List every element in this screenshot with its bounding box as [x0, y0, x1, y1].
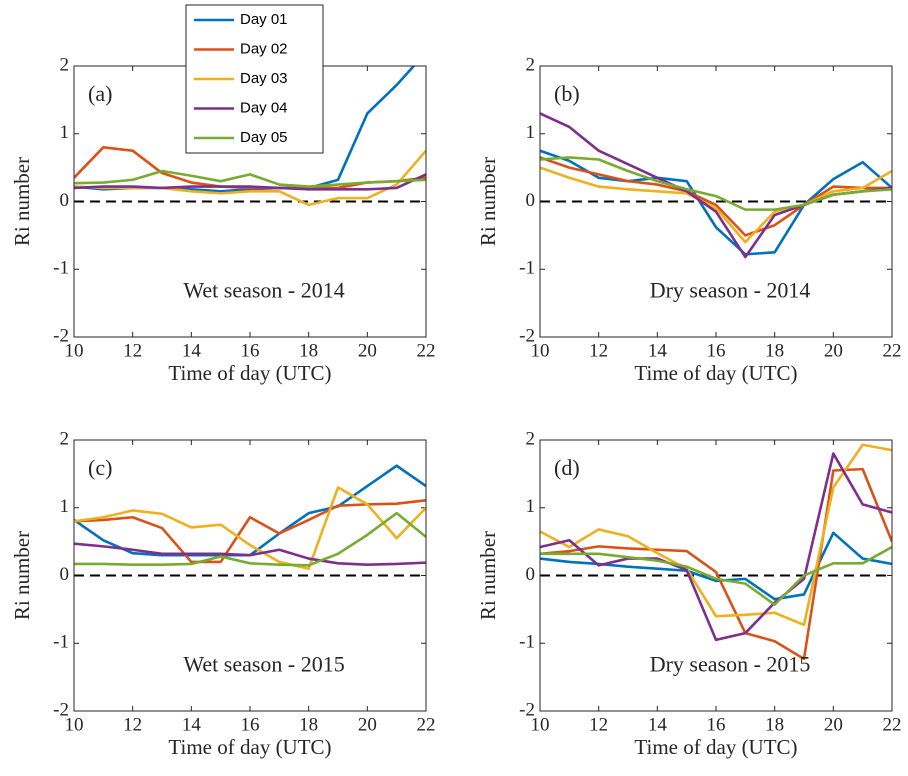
series-line: [540, 156, 892, 237]
x-tick-label: 20: [358, 714, 377, 735]
x-tick-label: 22: [417, 340, 436, 361]
series-line: [540, 443, 892, 627]
annotation: Wet season - 2015: [183, 651, 344, 676]
series-line: [74, 486, 426, 571]
axes-box: [73, 439, 427, 712]
x-tick-label: 14: [648, 340, 668, 361]
y-tick-label: 0: [526, 190, 536, 211]
panel-label: (d): [554, 455, 580, 480]
x-tick-label: 22: [883, 340, 902, 361]
x-tick-label: 10: [531, 714, 550, 735]
y-tick-label: -1: [519, 632, 535, 653]
series-line: [540, 156, 892, 211]
series-line: [540, 166, 892, 244]
panel-label: (b): [554, 81, 580, 106]
x-tick-label: 14: [182, 340, 202, 361]
legend: Day 01 Day 02 Day 03 Day 04 Day 05: [185, 4, 324, 154]
x-tick-label: 12: [589, 340, 608, 361]
series-line: [74, 149, 426, 207]
y-axis-label: Ri number: [10, 531, 34, 620]
lines: [74, 66, 426, 207]
x-tick-label: 18: [765, 714, 784, 735]
x-tick-label: 14: [182, 714, 202, 735]
x-axis-label: Time of day (UTC): [168, 735, 331, 759]
series-line: [540, 452, 892, 642]
y-axis-label: Ri number: [476, 157, 500, 246]
axes-box: [539, 439, 893, 712]
lines: [540, 443, 892, 661]
y-tick-label: 1: [526, 496, 536, 517]
x-tick-label: 14: [648, 714, 668, 735]
series-line: [74, 542, 426, 566]
panel-label: (a): [88, 81, 112, 106]
series-line: [540, 149, 892, 256]
y-tick-label: 1: [60, 496, 70, 517]
series-line: [74, 169, 426, 188]
y-tick-label: 2: [526, 428, 536, 449]
y-tick-label: 0: [526, 564, 536, 585]
legend-label: Day 03: [240, 70, 288, 87]
legend-label: Day 05: [240, 129, 288, 146]
axes-box: [539, 65, 893, 338]
x-tick-label: 10: [65, 340, 84, 361]
x-tick-label: 16: [707, 714, 726, 735]
legend-label: Day 01: [240, 11, 288, 28]
x-tick-label: 10: [65, 714, 84, 735]
panel-label: (c): [88, 455, 112, 480]
y-tick-label: -1: [53, 258, 69, 279]
y-tick-label: -2: [519, 699, 535, 720]
series-line: [540, 467, 892, 661]
legend-label: Day 04: [240, 99, 288, 116]
series-line: [540, 545, 892, 606]
x-tick-label: 20: [358, 340, 377, 361]
annotation: Wet season - 2014: [183, 277, 344, 302]
legend-label: Day 02: [240, 40, 288, 57]
x-tick-label: 16: [241, 714, 260, 735]
x-tick-label: 12: [123, 714, 142, 735]
x-axis-label: Time of day (UTC): [634, 361, 797, 385]
x-axis-label: Time of day (UTC): [634, 735, 797, 759]
x-axis-label: Time of day (UTC): [168, 361, 331, 385]
y-tick-label: -1: [519, 258, 535, 279]
y-tick-label: 0: [60, 190, 70, 211]
y-tick-label: 1: [526, 122, 536, 143]
x-tick-label: 18: [299, 340, 318, 361]
y-tick-label: -2: [519, 325, 535, 346]
x-tick-label: 12: [123, 340, 142, 361]
x-tick-label: 18: [765, 340, 784, 361]
y-tick-label: -2: [53, 325, 69, 346]
x-tick-label: 20: [824, 714, 843, 735]
y-tick-label: 2: [60, 428, 70, 449]
x-tick-label: 18: [299, 714, 318, 735]
x-tick-label: 22: [883, 714, 902, 735]
x-tick-label: 16: [241, 340, 260, 361]
lines: [540, 112, 892, 259]
series-line: [74, 511, 426, 567]
x-tick-label: 22: [417, 714, 436, 735]
x-tick-label: 16: [707, 340, 726, 361]
y-tick-label: 2: [60, 54, 70, 75]
y-axis-label: Ri number: [10, 157, 34, 246]
y-tick-label: 1: [60, 122, 70, 143]
y-tick-label: 2: [526, 54, 536, 75]
y-tick-label: 0: [60, 564, 70, 585]
x-tick-label: 12: [589, 714, 608, 735]
annotation: Dry season - 2014: [650, 277, 811, 302]
series-line: [74, 173, 426, 191]
x-tick-label: 10: [531, 340, 550, 361]
annotation: Dry season - 2015: [650, 651, 811, 676]
y-tick-label: -2: [53, 699, 69, 720]
y-tick-label: -1: [53, 632, 69, 653]
y-axis-label: Ri number: [476, 531, 500, 620]
x-tick-label: 20: [824, 340, 843, 361]
lines: [74, 464, 426, 571]
